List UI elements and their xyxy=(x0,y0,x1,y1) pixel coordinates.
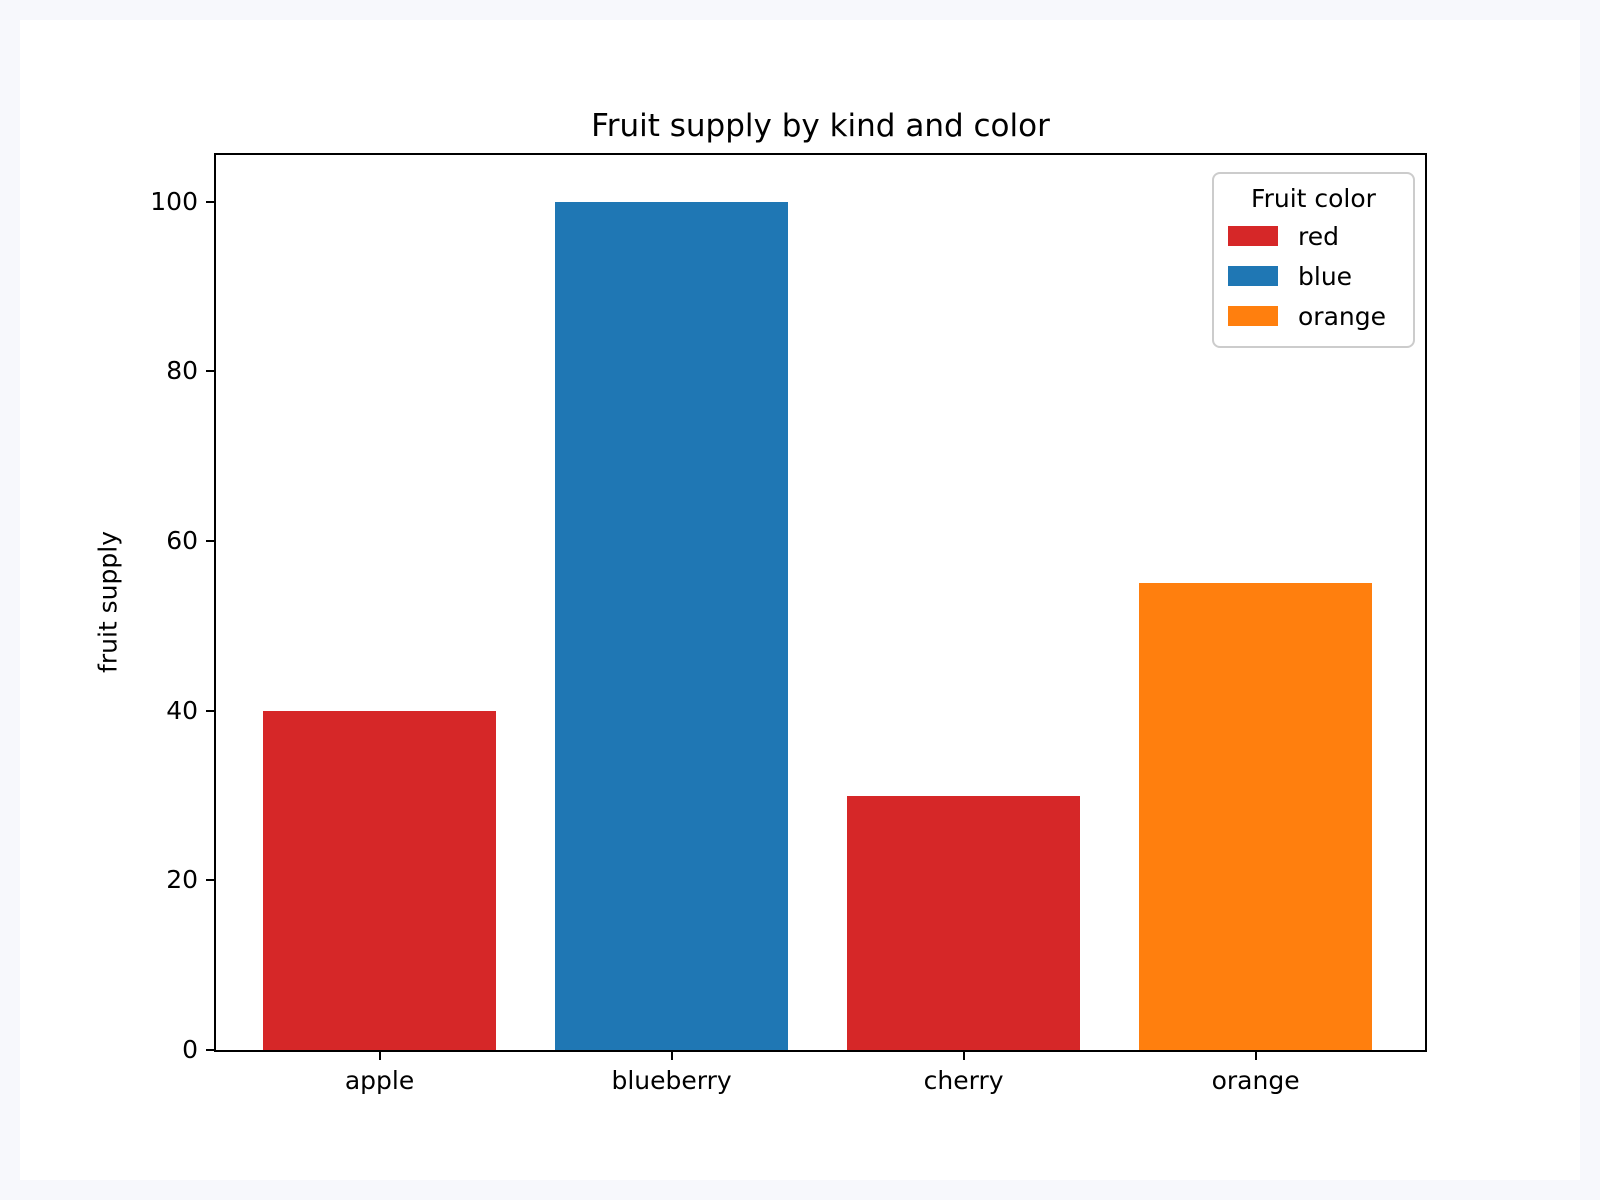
legend: Fruit color red blue orange xyxy=(1212,172,1415,348)
bar-cherry xyxy=(846,795,1081,1050)
x-tick-mark-cherry xyxy=(962,1052,965,1060)
legend-entry-red: red xyxy=(1226,216,1401,256)
x-tick-mark-orange xyxy=(1254,1052,1257,1060)
y-tick-label-20: 20 xyxy=(166,865,198,895)
bar-orange xyxy=(1138,583,1373,1050)
y-tick-mark-20 xyxy=(206,879,214,882)
legend-label-orange: orange xyxy=(1298,301,1386,331)
legend-swatch-blue-icon xyxy=(1228,266,1278,286)
bar-blueberry xyxy=(554,201,789,1050)
legend-entries: red blue orange xyxy=(1226,216,1401,336)
y-tick-label-100: 100 xyxy=(150,186,198,216)
x-tick-label-blueberry: blueberry xyxy=(611,1066,732,1095)
legend-entry-blue: blue xyxy=(1226,256,1401,296)
bar-apple xyxy=(262,710,497,1050)
x-tick-mark-apple xyxy=(378,1052,381,1060)
chart-figure: Fruit supply by kind and color fruit sup… xyxy=(20,20,1580,1180)
x-tick-label-cherry: cherry xyxy=(923,1066,1004,1095)
y-tick-label-80: 80 xyxy=(166,356,198,386)
x-tick-mark-blueberry xyxy=(670,1052,673,1060)
y-tick-mark-60 xyxy=(206,539,214,542)
y-tick-mark-80 xyxy=(206,370,214,373)
y-tick-label-0: 0 xyxy=(182,1035,198,1064)
y-tick-mark-100 xyxy=(206,200,214,203)
x-tick-label-apple: apple xyxy=(344,1066,415,1095)
chart-title: Fruit supply by kind and color xyxy=(591,108,1050,144)
legend-swatch-orange-icon xyxy=(1228,306,1278,326)
x-tick-label-orange: orange xyxy=(1211,1066,1300,1095)
legend-title: Fruit color xyxy=(1251,184,1376,213)
legend-label-red: red xyxy=(1298,221,1339,251)
legend-label-blue: blue xyxy=(1298,261,1353,291)
y-tick-label-60: 60 xyxy=(166,525,198,555)
legend-swatch-red-icon xyxy=(1228,226,1278,246)
legend-entry-orange: orange xyxy=(1226,296,1401,336)
y-tick-mark-40 xyxy=(206,709,214,712)
y-tick-mark-0 xyxy=(206,1049,214,1051)
y-tick-label-40: 40 xyxy=(166,695,198,725)
